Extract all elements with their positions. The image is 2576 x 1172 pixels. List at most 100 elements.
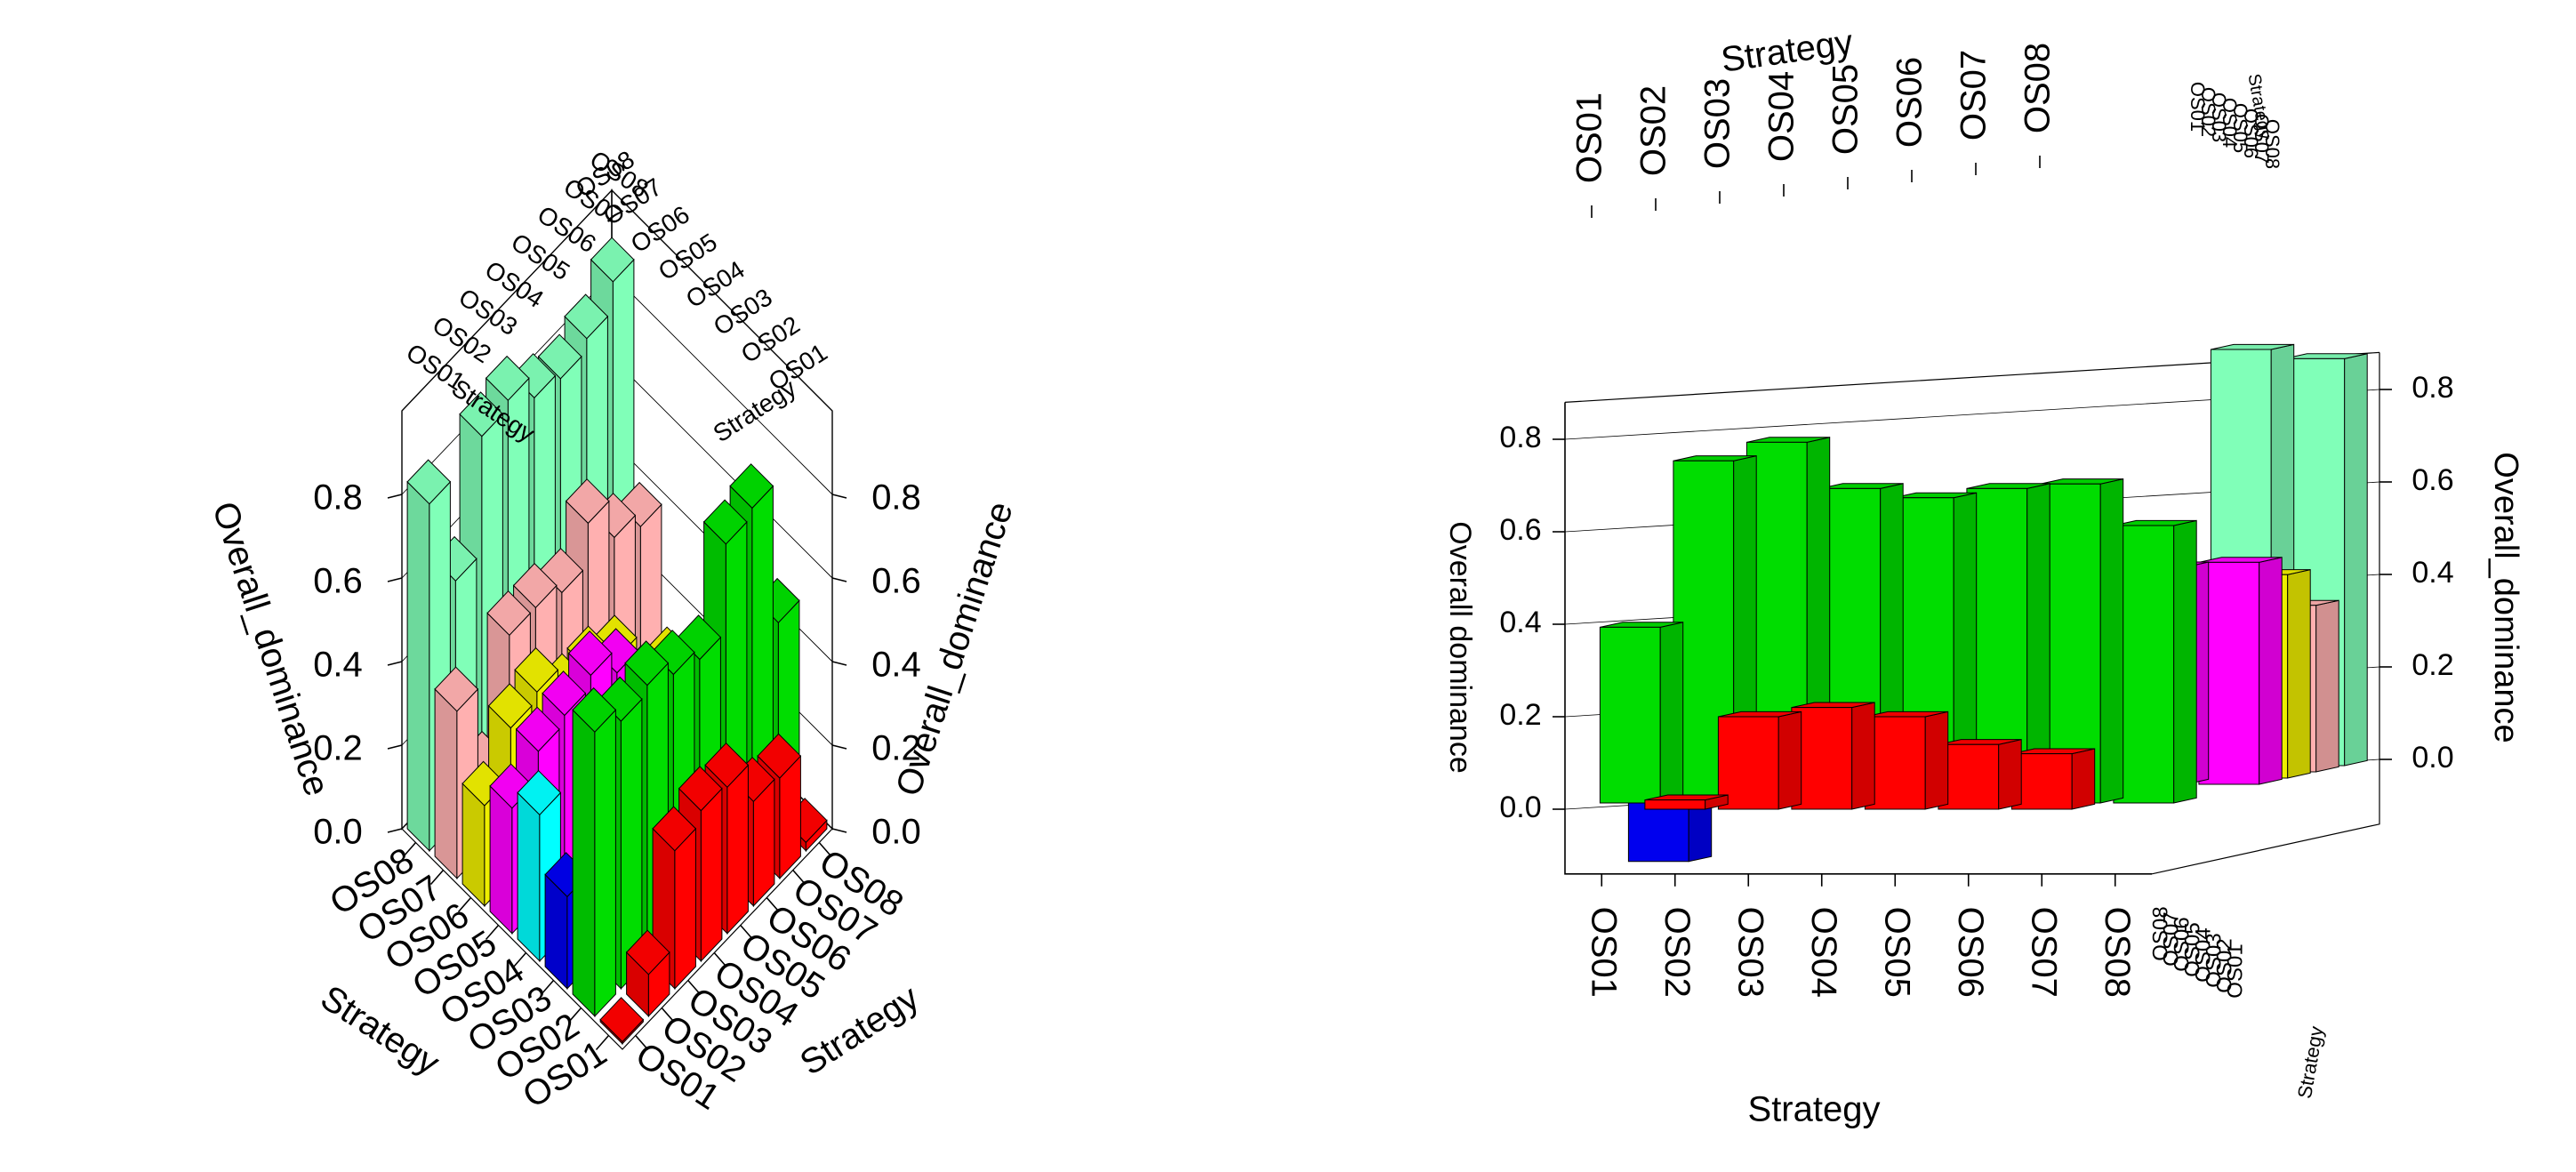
z-tick-left bbox=[387, 661, 403, 666]
x-tick bbox=[661, 1007, 675, 1023]
x-tick-label-top: OS01 bbox=[1570, 92, 1609, 183]
bar bbox=[572, 686, 617, 1018]
y-tick bbox=[540, 979, 555, 996]
bar-front-face bbox=[1644, 799, 1706, 810]
z-tick-left bbox=[387, 828, 403, 833]
bar bbox=[1864, 710, 1949, 810]
z-tick-right bbox=[831, 744, 847, 750]
bar-top-face bbox=[572, 686, 617, 733]
bar-side-face bbox=[2071, 748, 2096, 810]
bar-top-face bbox=[515, 706, 560, 752]
bar-side-face bbox=[1778, 710, 1802, 810]
bar-side-face bbox=[434, 687, 458, 880]
x-axis-title-bottom: Strategy bbox=[1748, 1090, 1881, 1129]
x-tick-label-top: OS03 bbox=[1698, 78, 1737, 169]
bar bbox=[1938, 738, 2022, 810]
bar bbox=[2113, 519, 2197, 804]
y-tick-label-bottom-right: OS07 bbox=[2159, 911, 2183, 966]
z-axis-title-right: Overall_dominance bbox=[2487, 452, 2524, 743]
z-tick-label-left: 0.8 bbox=[313, 478, 363, 518]
y-tick-label-top-right: OS03 bbox=[2208, 92, 2230, 142]
x-tick-label-top: OS07 bbox=[1954, 50, 1994, 140]
z-tick-right bbox=[831, 577, 847, 582]
x-tick-label-bottom: OS01 bbox=[1585, 907, 1624, 998]
bar bbox=[1599, 622, 1684, 804]
z-tick-right bbox=[831, 828, 847, 833]
bar bbox=[1966, 483, 2050, 804]
bar-top-face bbox=[406, 459, 452, 505]
y-tick-label-bottom-right: OS03 bbox=[2202, 933, 2226, 987]
z-tick-label-left: 0.0 bbox=[1499, 791, 1541, 824]
bar-top-face bbox=[486, 590, 532, 637]
y-tick-label-top-right: OS04 bbox=[2219, 98, 2241, 148]
x-tick bbox=[766, 896, 780, 913]
bar-top-face bbox=[485, 355, 530, 401]
bar-top-face bbox=[729, 463, 774, 510]
x-tick bbox=[818, 841, 832, 858]
z-tick-left bbox=[387, 744, 403, 750]
bar-side-face bbox=[2287, 568, 2311, 779]
y-tick-label-bottom-right: OS01 bbox=[2223, 943, 2247, 998]
bar-top-face bbox=[567, 630, 613, 677]
z-tick-right bbox=[831, 494, 847, 499]
bar bbox=[2198, 557, 2283, 785]
y-tick-label-bottom-right: OS04 bbox=[2191, 927, 2215, 982]
x-tick-label-top: OS06 bbox=[1890, 57, 1930, 148]
bar-side-face bbox=[2259, 557, 2283, 785]
bar-side-face bbox=[1659, 622, 1684, 804]
x-tick bbox=[687, 979, 702, 996]
y-tick-label-bottom-right: OS08 bbox=[2148, 906, 2172, 960]
bar-top-face bbox=[459, 391, 504, 437]
right-3d-bar-chart: 0.0 0.0 0.2 0.2 0.4 0.4 0.6 0.6 0.8 0.8 Overall do… bbox=[1443, 22, 2524, 1128]
z-axis-title-left: Overall dominance bbox=[1443, 521, 1477, 773]
bar-top-face bbox=[564, 293, 609, 340]
x-tick-label-top: OS05 bbox=[1826, 64, 1866, 155]
y-tick bbox=[485, 924, 500, 941]
bar-top-face bbox=[590, 237, 635, 283]
x-tick-label-bottom: OS06 bbox=[1951, 907, 1990, 998]
z-tick-label-left: 0.2 bbox=[1499, 698, 1541, 732]
bar-side-face bbox=[517, 791, 541, 963]
bar-front-face bbox=[700, 787, 723, 963]
x-tick bbox=[740, 924, 754, 941]
bar-side-face bbox=[2344, 353, 2368, 767]
y-tick-label-bottom-right: OS02 bbox=[2212, 938, 2236, 992]
bar bbox=[625, 929, 670, 1018]
bar-side-face bbox=[1851, 702, 1875, 810]
y-tick-label-bottom-right: OS06 bbox=[2170, 917, 2194, 971]
z-tick-label-right: 0.6 bbox=[2411, 463, 2453, 497]
x-tick bbox=[792, 869, 807, 886]
bar-top-face bbox=[565, 478, 610, 525]
bar-top-face bbox=[757, 733, 802, 779]
bar-top-face bbox=[537, 333, 582, 380]
front-frame bbox=[1564, 402, 2152, 875]
bar bbox=[599, 997, 645, 1046]
bar-side-face bbox=[2315, 599, 2339, 773]
y-tick bbox=[567, 1007, 582, 1023]
z-tick-label-left: 0.6 bbox=[1499, 513, 1541, 547]
bar-front-face bbox=[674, 827, 696, 991]
bar-top-face bbox=[704, 742, 750, 789]
bar-top-face bbox=[599, 997, 645, 1043]
y-tick-label-bottom-right: OS05 bbox=[2180, 922, 2204, 976]
bar-top-face bbox=[625, 929, 670, 975]
bar bbox=[2039, 478, 2124, 804]
bar-top-face bbox=[434, 666, 479, 712]
bar-front-face bbox=[1599, 626, 1661, 804]
bar-side-face bbox=[2099, 478, 2124, 804]
z-tick-right bbox=[831, 661, 847, 666]
bar-top-face bbox=[702, 499, 748, 545]
z-tick-label-right: 0.2 bbox=[2411, 648, 2453, 682]
y-tick-label-top-right: OS01 bbox=[2187, 82, 2209, 132]
z-tick-label-left: 0.4 bbox=[1499, 606, 1541, 639]
bar-top-face bbox=[517, 769, 562, 816]
y-axis-title-bottom-right: Strategy bbox=[2293, 1024, 2328, 1100]
bar-side-face bbox=[572, 709, 596, 1018]
right-frame bbox=[2151, 352, 2380, 875]
x-tick-label-bottom: OS02 bbox=[1657, 907, 1697, 998]
bar-front-face bbox=[1717, 716, 1779, 810]
bar-side-face bbox=[406, 480, 430, 853]
bar-top-face bbox=[542, 670, 587, 717]
bar-top-face bbox=[678, 766, 723, 812]
